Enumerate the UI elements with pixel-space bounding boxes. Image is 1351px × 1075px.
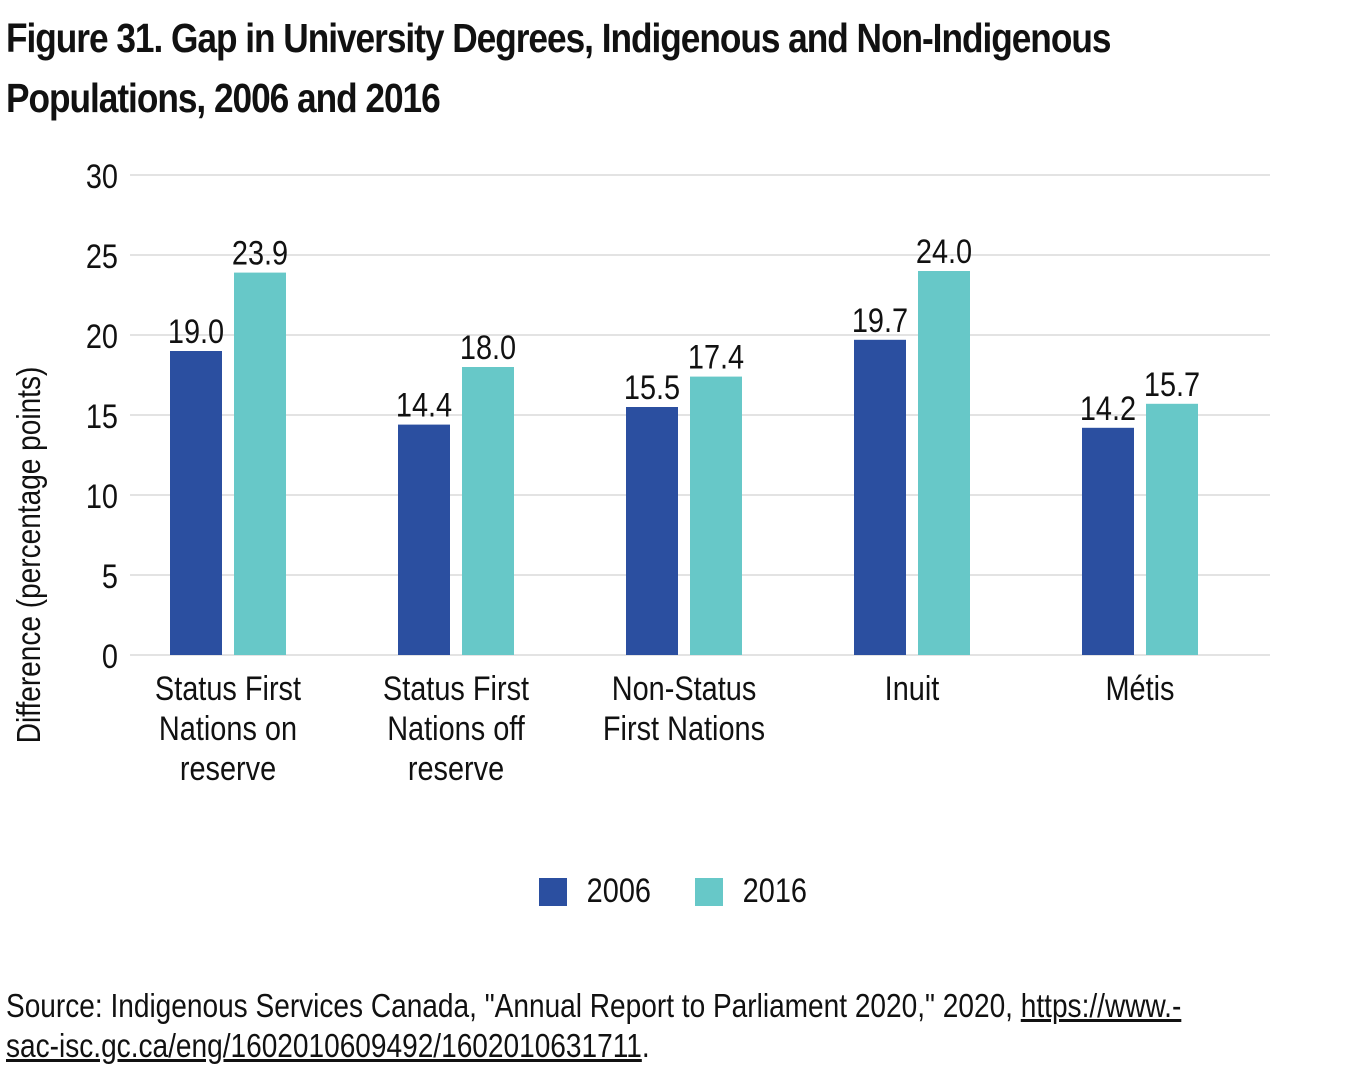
x-tick-label-3-0: Inuit <box>885 669 940 708</box>
chart-title: Figure 31. Gap in University Degrees, In… <box>6 8 1150 128</box>
y-axis-label: Difference (percentage points) <box>11 367 48 744</box>
bar-2016-4 <box>1146 403 1198 655</box>
data-label-2016-3: 24.0 <box>916 232 972 271</box>
data-label-2006-1: 14.4 <box>396 385 452 424</box>
data-label-2016-2: 17.4 <box>688 337 744 376</box>
legend-swatch-2016 <box>694 877 723 906</box>
bars <box>170 271 1198 655</box>
legend-swatch-2006 <box>538 877 567 906</box>
chart-title-line2: Populations, 2006 and 2016 <box>6 75 441 121</box>
bar-2016-2 <box>690 376 742 655</box>
data-labels: 19.0 23.9 14.418.0 15.517.4 19.724.0 14.215.7 <box>168 232 1200 428</box>
source-link-part2[interactable]: sac-isc.gc.ca/eng/1602010609492/16020106… <box>6 1027 642 1064</box>
data-label-2006-2: 15.5 <box>624 368 680 407</box>
x-tick-label-2-1: First Nations <box>603 709 765 748</box>
bar-2016-0 <box>234 272 286 655</box>
legend-item-2006: 2006 <box>538 872 657 911</box>
source-end: . <box>641 1027 650 1064</box>
source-link-part1[interactable]: https://www.- <box>1020 987 1182 1024</box>
legend-label-2006: 2006 <box>586 872 651 910</box>
source-note: Source: Indigenous Services Canada, "Ann… <box>6 986 1332 1066</box>
y-tick-label-5: 5 <box>102 557 118 596</box>
bar-2006-1 <box>398 424 450 655</box>
bar-2016-3 <box>918 271 970 655</box>
data-label-2016-4: 15.7 <box>1144 365 1200 404</box>
chart-title-line1: Figure 31. Gap in University Degrees, In… <box>6 15 1111 61</box>
y-tick-label-10: 10 <box>86 477 118 516</box>
data-label-2016-0: 23.9 <box>232 233 288 272</box>
x-tick-label-0-1: Nations on <box>159 709 297 748</box>
source-text: Source: Indigenous Services Canada, "Ann… <box>6 987 1021 1024</box>
x-tick-label-0-2: reserve <box>180 749 276 788</box>
y-tick-label-20: 20 <box>86 317 118 356</box>
bar-2006-3 <box>854 339 906 655</box>
legend-label-2016: 2016 <box>742 872 807 910</box>
y-axis-ticks: 0 5 10 15 20 25 30 <box>86 157 118 676</box>
data-label-2006-3: 19.7 <box>852 301 908 340</box>
bar-2006-2 <box>626 407 678 655</box>
x-tick-label-4-0: Métis <box>1105 669 1174 708</box>
x-tick-label-2-0: Non-Status <box>612 669 757 708</box>
legend: 2006 2016 <box>0 872 1351 911</box>
bar-2006-0 <box>170 351 222 655</box>
y-tick-label-0: 0 <box>102 637 118 676</box>
x-tick-label-1-0: Status First <box>383 669 529 708</box>
data-label-2006-4: 14.2 <box>1080 389 1136 428</box>
data-label-2016-1: 18.0 <box>460 328 516 367</box>
data-label-2006-0: 19.0 <box>168 312 224 351</box>
bar-2016-1 <box>462 367 514 655</box>
legend-item-2016: 2016 <box>694 872 813 911</box>
y-tick-label-15: 15 <box>86 397 118 436</box>
x-tick-label-1-1: Nations off <box>387 709 525 748</box>
y-tick-label-30: 30 <box>86 157 118 196</box>
x-tick-label-0-0: Status First <box>155 669 301 708</box>
y-tick-label-25: 25 <box>86 237 118 276</box>
x-tick-label-1-2: reserve <box>408 749 504 788</box>
bar-2006-4 <box>1082 427 1134 655</box>
